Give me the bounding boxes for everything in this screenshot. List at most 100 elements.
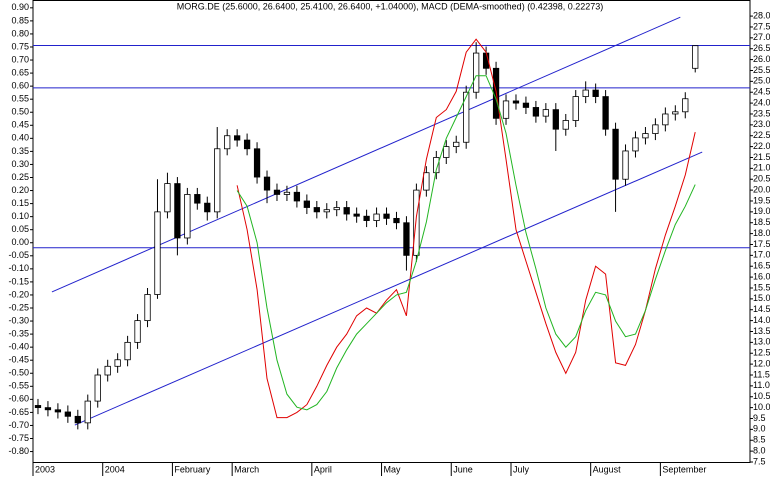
candle-body [243, 139, 251, 150]
candle-body [313, 207, 320, 213]
y2-tick-label: 10.0 [753, 402, 770, 412]
y-tick-label: 0.90 [11, 2, 29, 12]
candle-body [373, 213, 380, 221]
candle-body [114, 359, 121, 367]
candle-body [393, 217, 400, 224]
y-tick-label: 0.40 [11, 133, 29, 143]
candle-body [124, 341, 131, 361]
y2-tick-label: 12.5 [753, 348, 770, 358]
candle-body [283, 191, 291, 195]
candle-body [174, 183, 181, 239]
candle-body [562, 120, 569, 130]
candle-body [293, 191, 301, 202]
y2-tick-label: 25.0 [753, 76, 770, 86]
x-tick-label: May [384, 464, 402, 474]
y-tick-label: -0.75 [8, 433, 29, 443]
x-tick-label: 2004 [105, 464, 125, 474]
x-tick-label: September [662, 464, 706, 474]
y-tick-label: -0.30 [8, 315, 29, 325]
x-tick-label: July [513, 464, 530, 474]
y2-tick-label: 20.0 [753, 184, 770, 194]
y2-tick-label: 22.5 [753, 130, 770, 140]
y-tick-label: 0.00 [11, 237, 29, 247]
y-tick-label: 0.30 [11, 159, 29, 169]
y2-tick-label: 12.0 [753, 358, 770, 368]
x-tick-label: August [593, 464, 622, 474]
candle-body [353, 213, 360, 217]
trend-line [74, 151, 703, 426]
candle-body [443, 146, 450, 158]
candle-body [363, 215, 370, 221]
x-tick-label: 2003 [35, 464, 55, 474]
candle-body [453, 141, 460, 148]
candle-body [164, 183, 171, 213]
y2-tick-label: 24.5 [753, 87, 770, 97]
candle-body [582, 89, 589, 97]
x-tick-label: April [314, 464, 332, 474]
y-tick-label: 0.20 [11, 185, 29, 195]
y2-tick-label: 11.0 [753, 380, 770, 390]
y-tick-label: -0.45 [8, 355, 29, 365]
candle-body [423, 172, 430, 191]
indicator-line [236, 75, 696, 411]
y-tick-label: -0.55 [8, 381, 29, 391]
y-tick-label: 0.80 [11, 28, 29, 38]
candle-body [263, 176, 271, 191]
y-tick-label: 0.45 [11, 120, 29, 130]
candle-body [572, 96, 579, 121]
candle-body [303, 200, 310, 208]
candle-body [552, 109, 559, 130]
candle-body [194, 194, 201, 204]
candle-body [413, 189, 420, 256]
y-tick-label: 0.35 [11, 146, 29, 156]
y2-tick-label: 17.5 [753, 239, 770, 249]
y-tick-label: 0.10 [11, 211, 29, 221]
indicator-line [236, 38, 696, 419]
y-tick-label: -0.65 [8, 407, 29, 417]
y2-tick-label: 26.5 [753, 43, 770, 53]
y2-tick-label: 7.5 [753, 456, 766, 466]
y2-tick-label: 17.0 [753, 250, 770, 260]
y-tick-label: 0.25 [11, 172, 29, 182]
candle-body [273, 189, 281, 195]
candle-body [692, 45, 699, 69]
candle-body [134, 320, 141, 343]
y2-tick-label: 16.5 [753, 261, 770, 271]
y-tick-label: -0.20 [8, 289, 29, 299]
candle-body [204, 202, 211, 213]
y2-tick-label: 15.0 [753, 293, 770, 303]
y-tick-label: -0.25 [8, 302, 29, 312]
y2-tick-label: 25.5 [753, 65, 770, 75]
candle-body [94, 374, 101, 402]
candle-body [632, 137, 639, 152]
candle-body [512, 100, 520, 104]
candle-body [383, 213, 390, 219]
x-tick-label: June [453, 464, 473, 474]
candle-body [522, 102, 530, 108]
y-tick-label: -0.35 [8, 328, 29, 338]
y2-tick-label: 14.5 [753, 304, 770, 314]
candle-body [502, 100, 510, 119]
y-tick-label: 0.85 [11, 15, 29, 25]
chart-title: MORG.DE (25.6000, 26.6400, 25.4100, 26.6… [177, 1, 604, 11]
y-tick-label: 0.70 [11, 54, 29, 64]
candle-body [234, 135, 241, 141]
candle-body [323, 209, 330, 213]
y-tick-label: 0.05 [11, 224, 29, 234]
y2-tick-label: 19.5 [753, 195, 770, 205]
y2-tick-label: 28.0 [753, 10, 770, 20]
y-tick-label: -0.05 [8, 250, 29, 260]
candle-body [64, 411, 71, 417]
candle-body [532, 107, 540, 117]
candle-body [34, 405, 42, 409]
y-tick-label: 0.75 [11, 41, 29, 51]
candle-body [622, 150, 629, 180]
y2-tick-label: 20.5 [753, 174, 770, 184]
y2-tick-label: 18.5 [753, 217, 770, 227]
candle-body [54, 409, 62, 413]
candle-body [74, 415, 81, 424]
y-tick-label: 0.15 [11, 198, 29, 208]
candle-body [662, 113, 669, 126]
